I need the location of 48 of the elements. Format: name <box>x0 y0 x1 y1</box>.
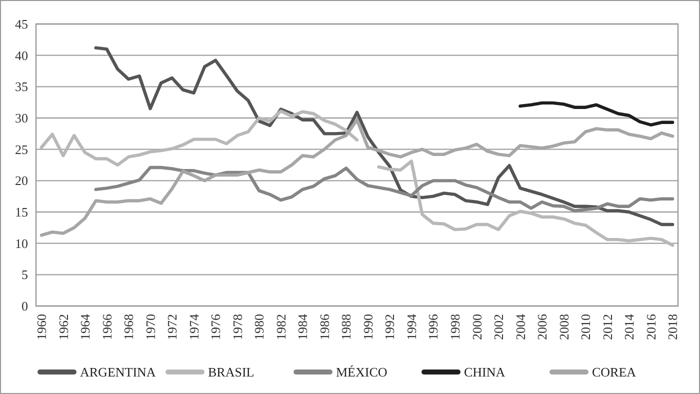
y-tick-label: 20 <box>15 173 28 188</box>
legend-label: ARGENTINA <box>80 364 156 380</box>
x-tick-label: 1984 <box>295 314 310 340</box>
x-tick-label: 2006 <box>534 314 550 340</box>
x-tick-label: 2008 <box>556 314 572 340</box>
x-tick-label: 1990 <box>360 314 376 340</box>
y-tick-label: 0 <box>22 298 28 314</box>
x-tick-label: 1960 <box>34 314 49 340</box>
legend-label: BRASIL <box>208 364 254 380</box>
x-tick-label: 1968 <box>121 314 136 340</box>
x-tick-label: 1972 <box>164 314 180 340</box>
x-tick-label: 1966 <box>99 314 114 340</box>
x-tick-label: 1964 <box>78 314 93 340</box>
x-tick-label: 2012 <box>600 314 615 340</box>
legend-label: CHINA <box>464 364 506 380</box>
line-series <box>94 46 674 226</box>
x-tick-label: 1996 <box>426 314 441 340</box>
x-tick-label: 2010 <box>578 314 594 340</box>
x-tick-label: 2002 <box>491 314 506 340</box>
y-tick-label: 35 <box>15 79 28 94</box>
legend-label: MÉXICO <box>336 364 388 380</box>
x-tick-label: 2016 <box>643 314 658 340</box>
y-tick-label: 10 <box>15 236 28 251</box>
x-tick-label: 1998 <box>447 314 462 340</box>
y-tick-label: 25 <box>15 142 28 157</box>
x-tick-label: 1994 <box>404 314 419 340</box>
x-tick-label: 1976 <box>208 314 224 340</box>
y-tick-label: 30 <box>15 110 28 126</box>
x-tick-label: 1988 <box>338 314 354 340</box>
y-tick-label: 40 <box>15 48 28 63</box>
x-tick-label: 1980 <box>252 314 267 340</box>
x-tick-label: 1962 <box>56 314 71 340</box>
x-tick-label: 2000 <box>469 314 484 340</box>
line-series <box>94 166 674 212</box>
x-tick-label: 1982 <box>273 314 288 340</box>
x-tick-label: 1978 <box>230 314 245 340</box>
y-tick-label: 5 <box>22 267 28 282</box>
x-tick-label: 1970 <box>142 314 158 340</box>
legend-label: COREA <box>592 364 637 380</box>
x-tick-label: 1992 <box>382 314 398 340</box>
line-series <box>518 101 674 126</box>
y-tick-label: 45 <box>15 16 28 32</box>
x-tick-label: 2004 <box>512 314 528 340</box>
x-tick-label: 1974 <box>186 314 202 340</box>
y-tick-label: 15 <box>15 204 28 220</box>
x-tick-label: 2014 <box>622 314 637 340</box>
x-tick-label: 1986 <box>316 314 332 340</box>
x-tick-label: 2018 <box>665 314 680 340</box>
